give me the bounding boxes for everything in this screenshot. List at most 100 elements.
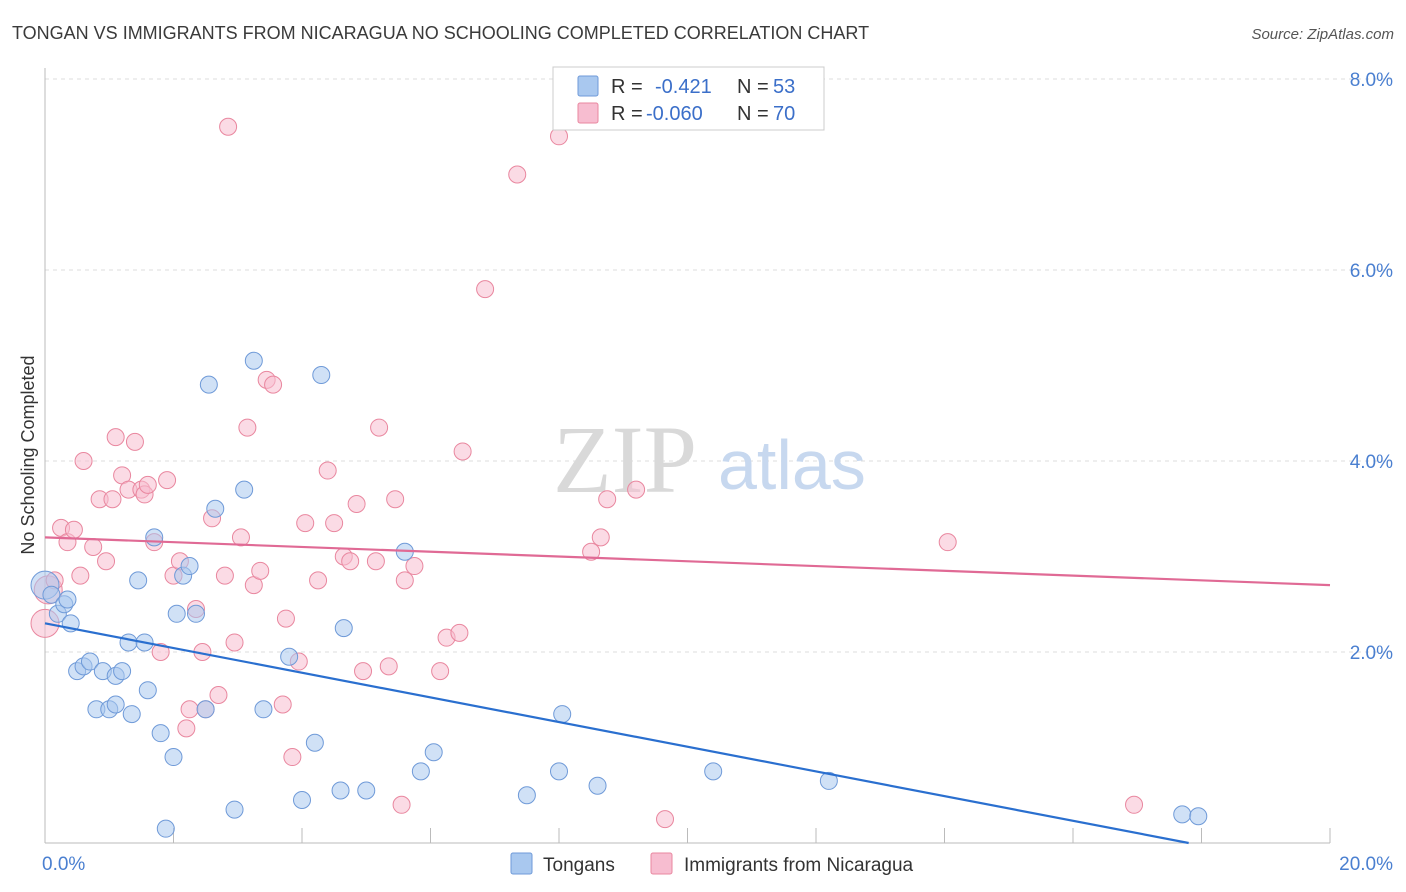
tongan-point	[312, 366, 331, 385]
nicaragua-point	[582, 542, 601, 561]
tongan-point	[1189, 807, 1208, 826]
series-tongans-points	[30, 351, 1208, 838]
legend-swatch-tongans	[577, 75, 599, 97]
nicaragua-point	[125, 432, 144, 451]
nicaragua-point	[450, 623, 469, 642]
nicaragua-point	[591, 528, 610, 547]
y-tick-label: 8.0%	[1350, 70, 1393, 91]
nicaragua-point	[177, 719, 196, 738]
nicaragua-point	[158, 471, 177, 490]
legend-n-value-2: 70	[773, 103, 795, 125]
watermark: ZIP atlas	[553, 406, 866, 513]
nicaragua-point	[386, 490, 405, 509]
nicaragua-point	[209, 685, 228, 704]
nicaragua-point	[225, 633, 244, 652]
legend-n-label-2: N =	[737, 103, 769, 125]
nicaragua-point	[103, 490, 122, 509]
nicaragua-point	[283, 748, 302, 767]
series-legend: Tongans Immigrants from Nicaragua	[510, 852, 914, 876]
tongan-point	[819, 771, 838, 790]
nicaragua-point	[656, 810, 675, 829]
y-tick-labels: 2.0% 4.0% 6.0% 8.0%	[1350, 70, 1393, 664]
tongan-point	[129, 571, 148, 590]
nicaragua-point	[151, 643, 170, 661]
nicaragua-point	[219, 117, 238, 136]
series-nicaragua-points	[30, 117, 1144, 829]
nicaragua-point	[97, 552, 116, 571]
nicaragua-point	[354, 662, 373, 681]
tongan-point	[199, 375, 218, 394]
nicaragua-point	[276, 609, 295, 628]
nicaragua-point	[431, 662, 450, 681]
nicaragua-point	[318, 461, 337, 480]
tongan-point	[704, 762, 723, 781]
bottom-legend-label-tongans: Tongans	[543, 855, 615, 876]
nicaragua-point	[231, 528, 250, 547]
watermark-zip: ZIP	[553, 406, 697, 513]
tongan-point	[254, 700, 273, 719]
tongan-point	[196, 700, 215, 719]
tongan-point	[550, 762, 568, 781]
tongan-point	[138, 681, 157, 700]
nicaragua-point	[366, 552, 385, 571]
legend-n-label-1: N =	[737, 76, 769, 98]
tongan-point	[167, 604, 186, 623]
y-tick-label: 6.0%	[1350, 261, 1393, 282]
legend-swatch-nicaragua	[577, 102, 599, 124]
x-tick-label-max: 20.0%	[1339, 854, 1393, 875]
correlation-legend: R = -0.421 N = 53 R = -0.060 N = 70	[552, 66, 825, 131]
nicaragua-point	[74, 452, 93, 470]
nicaragua-point	[264, 375, 283, 394]
tongan-point	[244, 351, 263, 370]
tongan-point	[357, 781, 376, 800]
tongan-point	[80, 652, 99, 671]
tongan-point	[151, 724, 170, 743]
nicaragua-point	[84, 537, 103, 556]
nicaragua-point	[938, 533, 957, 552]
nicaragua-point	[627, 480, 646, 499]
tongan-point	[225, 800, 244, 819]
bottom-legend-swatch-nicaragua	[650, 852, 673, 875]
tongan-point	[156, 819, 175, 838]
y-tick-label: 2.0%	[1350, 643, 1393, 664]
tongan-point	[517, 786, 536, 805]
legend-r-label-2: R =	[611, 103, 643, 125]
nicaragua-point	[251, 561, 270, 580]
tongan-point	[186, 604, 205, 623]
watermark-atlas: atlas	[718, 426, 866, 504]
nicaragua-point	[347, 494, 366, 513]
tongan-point	[145, 528, 164, 547]
bottom-legend-label-nicaragua: Immigrants from Nicaragua	[684, 855, 914, 876]
tongan-point	[424, 743, 443, 762]
nicaragua-point	[598, 490, 617, 509]
trend-lines	[44, 536, 1331, 845]
tongan-point	[58, 590, 77, 609]
nicaragua-point	[71, 566, 90, 585]
tongan-point	[164, 748, 183, 767]
tongan-point	[331, 781, 350, 800]
nicaragua-point	[508, 165, 527, 184]
x-ticks	[44, 828, 1331, 843]
legend-r-value-1: -0.421	[655, 76, 712, 98]
nicaragua-point	[106, 428, 125, 447]
tongan-point	[411, 762, 430, 781]
tongan-point	[1173, 805, 1192, 824]
nicaragua-point	[392, 795, 411, 814]
nicaragua-point	[325, 514, 344, 533]
nicaragua-point	[138, 475, 157, 494]
tongan-point	[106, 695, 125, 714]
tongan-point	[235, 480, 254, 499]
tongan-point	[113, 662, 132, 681]
tongan-point	[122, 705, 141, 724]
tongan-point	[305, 733, 324, 752]
tongan-point	[293, 791, 311, 810]
y-axis-label: No Schooling Completed	[18, 355, 38, 554]
nicaragua-point	[395, 571, 414, 590]
nicaragua-point	[476, 280, 495, 299]
legend-r-label-1: R =	[611, 76, 643, 98]
nicaragua-point	[341, 552, 360, 571]
nicaragua-point	[273, 695, 292, 714]
nicaragua-point	[64, 520, 83, 539]
nicaragua-point	[215, 566, 234, 585]
